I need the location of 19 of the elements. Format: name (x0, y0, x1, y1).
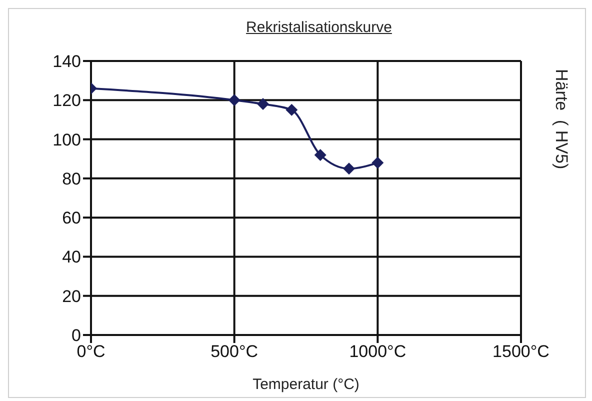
point (314, 148, 326, 161)
y-tick-label: 20 (62, 286, 81, 306)
y-tick-label: 80 (62, 169, 81, 188)
y-tick-label: 40 (62, 248, 81, 267)
chart-title: Rekristalisationskurve (245, 19, 393, 36)
x-tick-label: 1500°C (492, 342, 550, 362)
x-tick-label: 500°C (210, 342, 258, 362)
y-axis-title: Härte ( HV5) (551, 69, 571, 172)
y-tick-label: 100 (52, 130, 81, 150)
point (228, 94, 240, 106)
x-axis-title: Temperatur (°C) (252, 376, 360, 393)
y-tick-label: 60 (62, 208, 81, 228)
point (286, 104, 298, 116)
y-tick-label: 120 (52, 91, 81, 110)
point (343, 162, 355, 175)
point (257, 98, 269, 110)
x-tick-label: 1000°C (349, 342, 406, 362)
point (372, 156, 384, 169)
y-tick-label: 140 (52, 52, 81, 72)
